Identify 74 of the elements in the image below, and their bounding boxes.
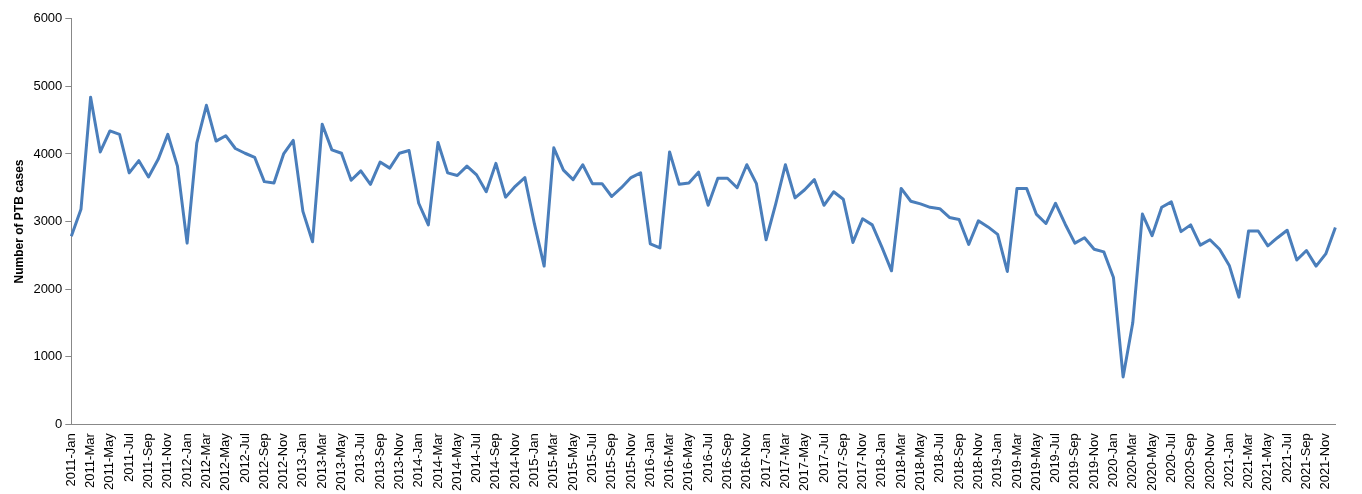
y-tick-label: 4000: [33, 145, 63, 161]
x-tick-label: 2014-Jan: [410, 433, 426, 488]
x-tick-label: 2017-Sep: [834, 433, 850, 490]
x-tick-label: 2015-Jul: [583, 433, 599, 484]
x-tick-label: 2011-Jan: [62, 433, 78, 487]
x-tick-label: 2014-May: [448, 432, 464, 491]
x-tick-label: 2018-Mar: [892, 432, 908, 489]
x-tick-label: 2014-Mar: [429, 432, 445, 489]
x-tick-label: 2021-Jan: [1220, 433, 1236, 488]
x-tick-label: 2015-May: [564, 432, 580, 491]
x-tick-label: 2020-Nov: [1201, 432, 1217, 490]
y-tick-label: 3000: [33, 213, 63, 229]
y-axis-title: Number of PTB cases: [11, 159, 26, 284]
y-tick-label: 0: [55, 415, 63, 431]
x-tick-label: 2021-Nov: [1317, 432, 1333, 490]
x-tick-label: 2019-May: [1027, 432, 1043, 491]
x-tick-label: 2018-Jan: [873, 433, 889, 488]
x-tick-label: 2020-Mar: [1124, 432, 1140, 489]
x-tick-label: 2013-May: [333, 432, 349, 491]
x-tick-label: 2014-Sep: [487, 433, 503, 490]
x-tick-label: 2017-May: [796, 432, 812, 491]
x-tick-label: 2015-Mar: [545, 432, 561, 489]
x-tick-label: 2019-Sep: [1066, 433, 1082, 490]
x-tick-label: 2016-Nov: [738, 432, 754, 490]
x-tick-label: 2017-Jan: [757, 433, 773, 488]
x-tick-label: 2021-Sep: [1298, 433, 1314, 490]
y-tick-label: 6000: [33, 10, 63, 26]
x-tick-label: 2011-Sep: [140, 433, 156, 489]
x-tick-label: 2020-Sep: [1182, 433, 1198, 490]
x-tick-label: 2011-Nov: [159, 432, 175, 489]
x-tick-label: 2011-Mar: [82, 432, 98, 488]
x-tick-label: 2012-May: [217, 432, 233, 491]
x-tick-label: 2013-Jul: [352, 433, 368, 484]
x-tick-label: 2020-Jan: [1105, 433, 1121, 488]
x-tick-label: 2013-Sep: [371, 433, 387, 490]
x-tick-label: 2012-Mar: [197, 432, 213, 489]
x-tick-label: 2018-Nov: [969, 432, 985, 490]
x-tick-label: 2012-Jul: [236, 433, 252, 484]
x-tick-label: 2014-Nov: [506, 432, 522, 490]
x-tick-label: 2016-Jul: [699, 433, 715, 484]
x-tick-label: 2019-Jan: [989, 433, 1005, 488]
x-tick-label: 2013-Nov: [390, 432, 406, 490]
x-tick-label: 2019-Mar: [1008, 432, 1024, 489]
x-tick-label: 2011-Jul: [120, 433, 136, 483]
x-tick-label: 2016-Mar: [661, 432, 677, 489]
x-tick-label: 2015-Sep: [603, 433, 619, 490]
x-tick-label: 2013-Jan: [294, 433, 310, 488]
x-tick-label: 2013-Mar: [313, 432, 329, 489]
x-tick-label: 2018-May: [912, 432, 928, 491]
x-tick-label: 2021-May: [1259, 432, 1275, 491]
x-tick-label: 2021-Mar: [1240, 432, 1256, 489]
x-tick-label: 2015-Jan: [526, 433, 542, 488]
x-tick-label: 2012-Jan: [178, 433, 194, 488]
x-tick-label: 2021-Jul: [1278, 433, 1294, 484]
x-tick-label: 2018-Sep: [950, 433, 966, 490]
x-tick-label: 2016-May: [680, 432, 696, 491]
x-tick-label: 2017-Nov: [854, 432, 870, 490]
x-tick-label: 2017-Jul: [815, 433, 831, 484]
x-tick-label: 2016-Sep: [719, 433, 735, 490]
x-tick-label: 2020-May: [1143, 432, 1159, 491]
x-tick-label: 2015-Nov: [622, 432, 638, 490]
x-tick-label: 2016-Jan: [641, 433, 657, 488]
x-tick-label: 2014-Jul: [468, 433, 484, 484]
y-tick-label: 2000: [33, 280, 63, 296]
x-tick-label: 2012-Sep: [255, 433, 271, 490]
x-tick-label: 2012-Nov: [275, 432, 291, 490]
y-tick-label: 5000: [33, 77, 63, 93]
x-tick-label: 2017-Mar: [776, 432, 792, 489]
x-tick-label: 2019-Nov: [1085, 432, 1101, 490]
x-tick-label: 2019-Jul: [1047, 433, 1063, 484]
x-tick-label: 2018-Jul: [931, 433, 947, 484]
x-tick-label: 2011-May: [101, 432, 117, 491]
y-tick-label: 1000: [33, 348, 63, 364]
x-tick-label: 2020-Jul: [1162, 433, 1178, 484]
